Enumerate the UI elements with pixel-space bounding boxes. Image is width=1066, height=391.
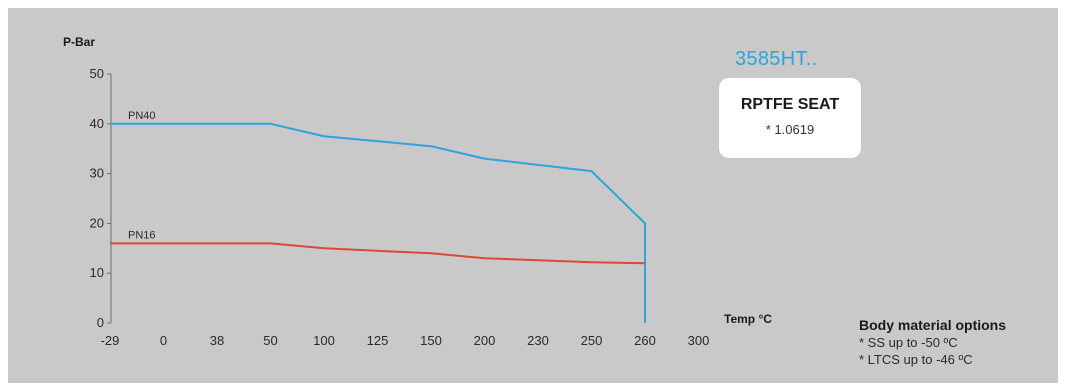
body-option-ltcs: * LTCS up to -46 ºC <box>859 352 973 367</box>
material-grade: * 1.0619 <box>765 122 815 137</box>
y-axis: 0 10 20 30 40 50 <box>90 66 112 330</box>
y-tick-label: 30 <box>90 166 104 181</box>
x-axis-title: Temp °C <box>724 312 772 326</box>
body-option-ss: * SS up to -50 ºC <box>859 335 958 350</box>
x-tick-label: 230 <box>527 333 549 348</box>
series-labels: PN40 PN16 <box>128 110 156 242</box>
x-tick-label: 50 <box>263 333 277 348</box>
series-label-pn40: PN40 <box>128 110 156 122</box>
body-material-options: Body material options * SS up to -50 ºC … <box>859 317 1006 367</box>
x-tick-label: 300 <box>688 333 710 348</box>
x-tick-label: 260 <box>634 333 656 348</box>
x-tick-label: -29 <box>101 333 120 348</box>
x-tick-label: 250 <box>581 333 603 348</box>
x-tick-label: 38 <box>210 333 224 348</box>
x-tick-label: 125 <box>367 333 389 348</box>
seat-info-box: RPTFE SEAT * 1.0619 <box>719 78 861 158</box>
x-axis: -29 0 38 50 100 125 150 200 230 250 260 300 <box>101 333 710 348</box>
y-tick-label: 10 <box>90 265 104 280</box>
y-axis-title: P-Bar <box>63 35 95 49</box>
seat-type: RPTFE SEAT <box>740 96 840 113</box>
series-label-pn16: PN16 <box>128 229 156 241</box>
x-tick-label: 200 <box>474 333 496 348</box>
product-title: 3585HT.. <box>735 48 818 70</box>
series-lines <box>110 122 646 323</box>
y-tick-label: 40 <box>90 116 104 131</box>
chart-panel: P-Bar 0 10 20 30 40 50 -29 0 38 50 100 125 150 200 23… <box>8 8 1058 383</box>
pressure-temperature-chart: P-Bar 0 10 20 30 40 50 -29 0 38 50 100 125 150 200 23… <box>63 35 772 348</box>
body-options-heading: Body material options <box>859 317 1007 333</box>
y-tick-label: 20 <box>90 215 104 230</box>
series-line-pn16 <box>110 242 646 265</box>
x-tick-label: 0 <box>160 333 167 348</box>
y-tick-label: 0 <box>97 315 104 330</box>
y-tick-label: 50 <box>90 66 104 81</box>
x-tick-label: 150 <box>420 333 442 348</box>
series-line-pn40 <box>110 122 646 323</box>
x-tick-label: 100 <box>313 333 335 348</box>
